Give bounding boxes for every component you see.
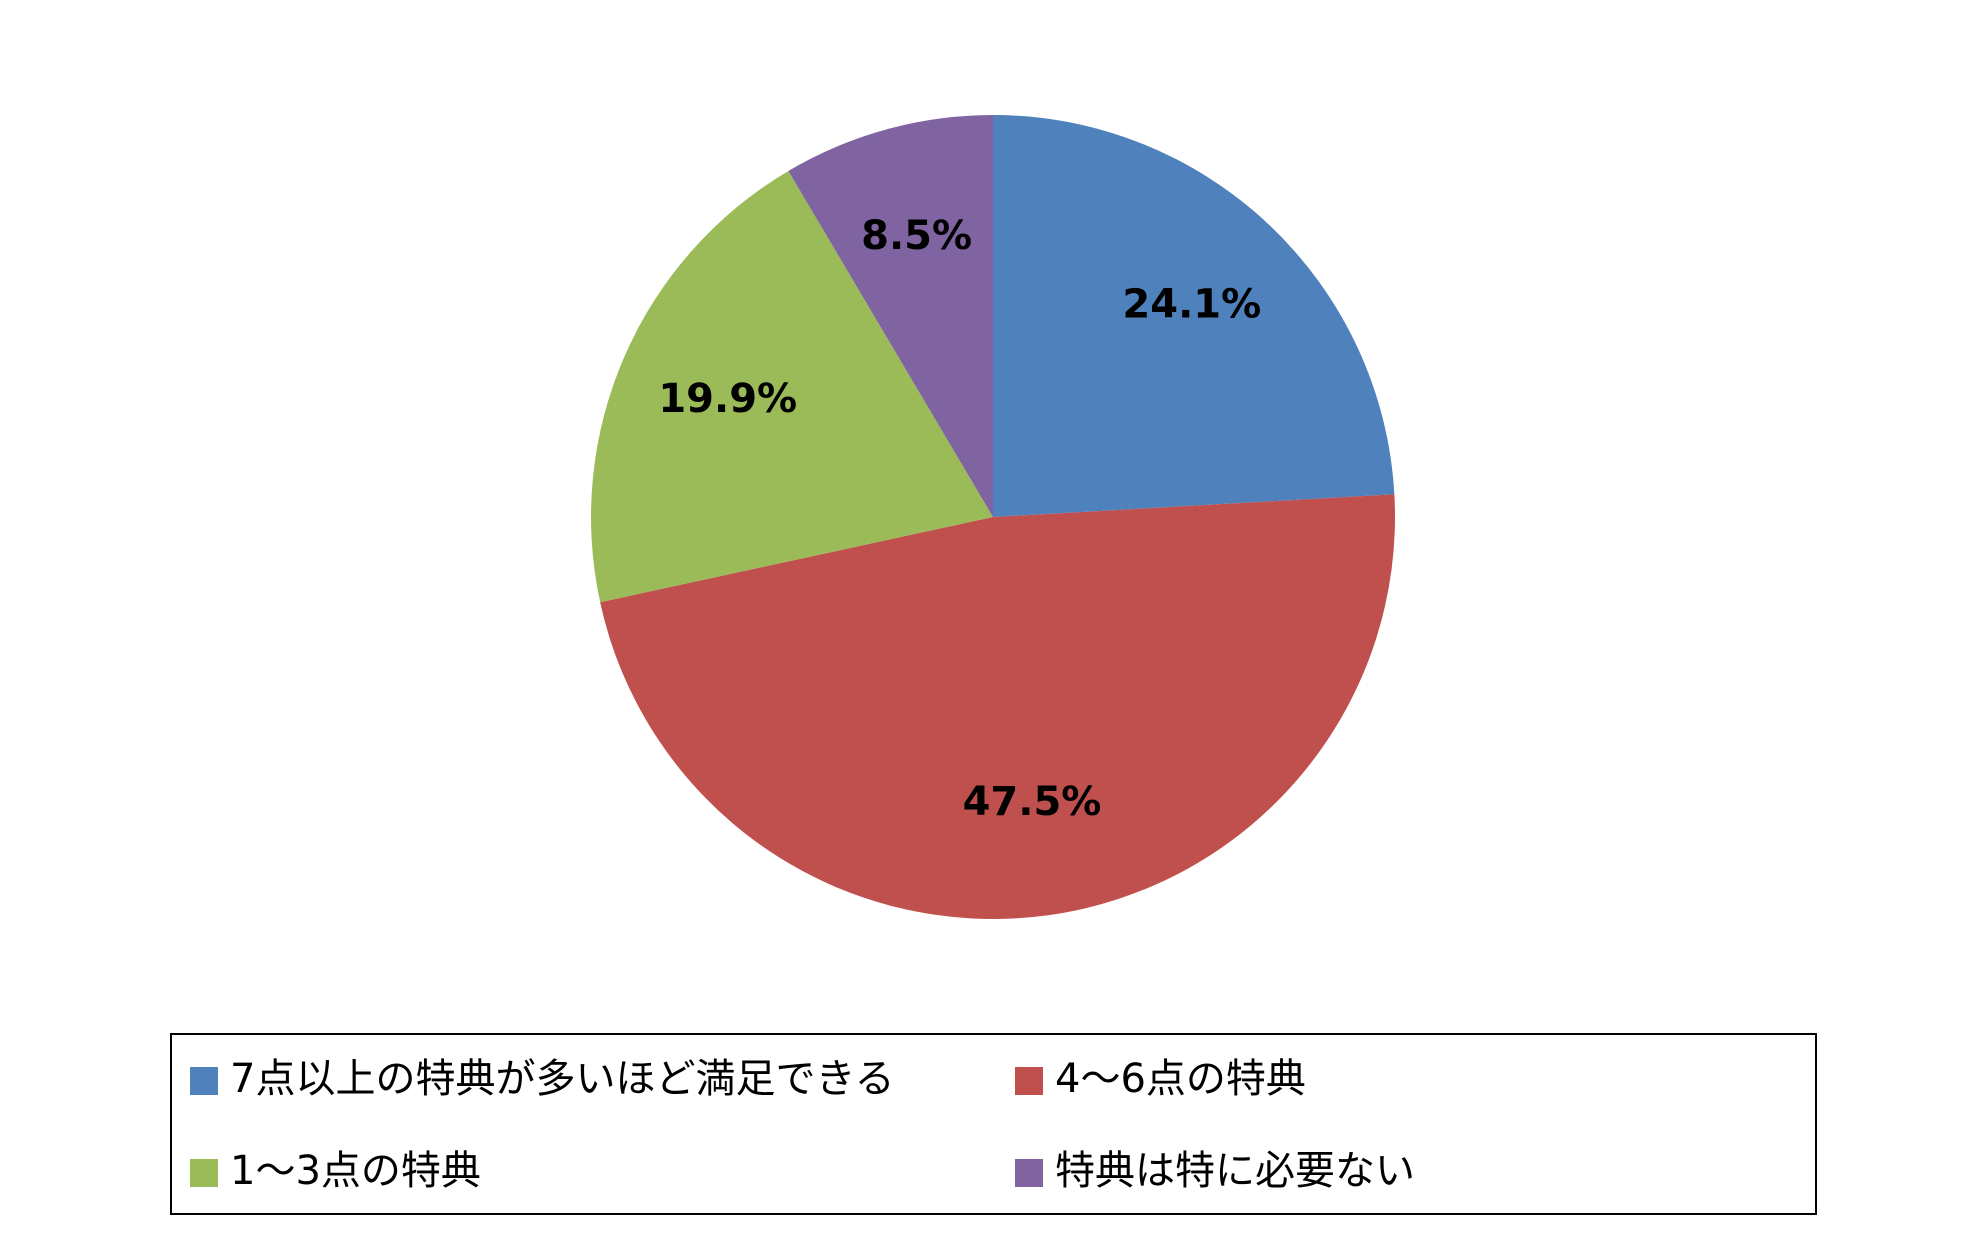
pie-slice	[993, 115, 1395, 517]
legend-swatch	[190, 1159, 218, 1187]
legend-swatch	[1015, 1067, 1043, 1095]
legend-label: 7点以上の特典が多いほど満足できる	[230, 1056, 895, 1102]
pie-slice	[591, 170, 993, 603]
legend-label: 4〜6点の特典	[1055, 1056, 1306, 1102]
legend-label: 特典は特に必要ない	[1055, 1148, 1415, 1194]
legend-label: 1〜3点の特典	[230, 1148, 481, 1194]
data-label: 19.9%	[658, 376, 797, 422]
pie-slice	[788, 115, 993, 517]
legend-swatch	[1015, 1159, 1043, 1187]
legend-box	[170, 1033, 1817, 1215]
data-label: 8.5%	[861, 213, 972, 259]
data-label: 24.1%	[1122, 282, 1261, 328]
data-label: 47.5%	[963, 779, 1102, 825]
pie-slice	[600, 494, 1395, 919]
legend-swatch	[190, 1067, 218, 1095]
